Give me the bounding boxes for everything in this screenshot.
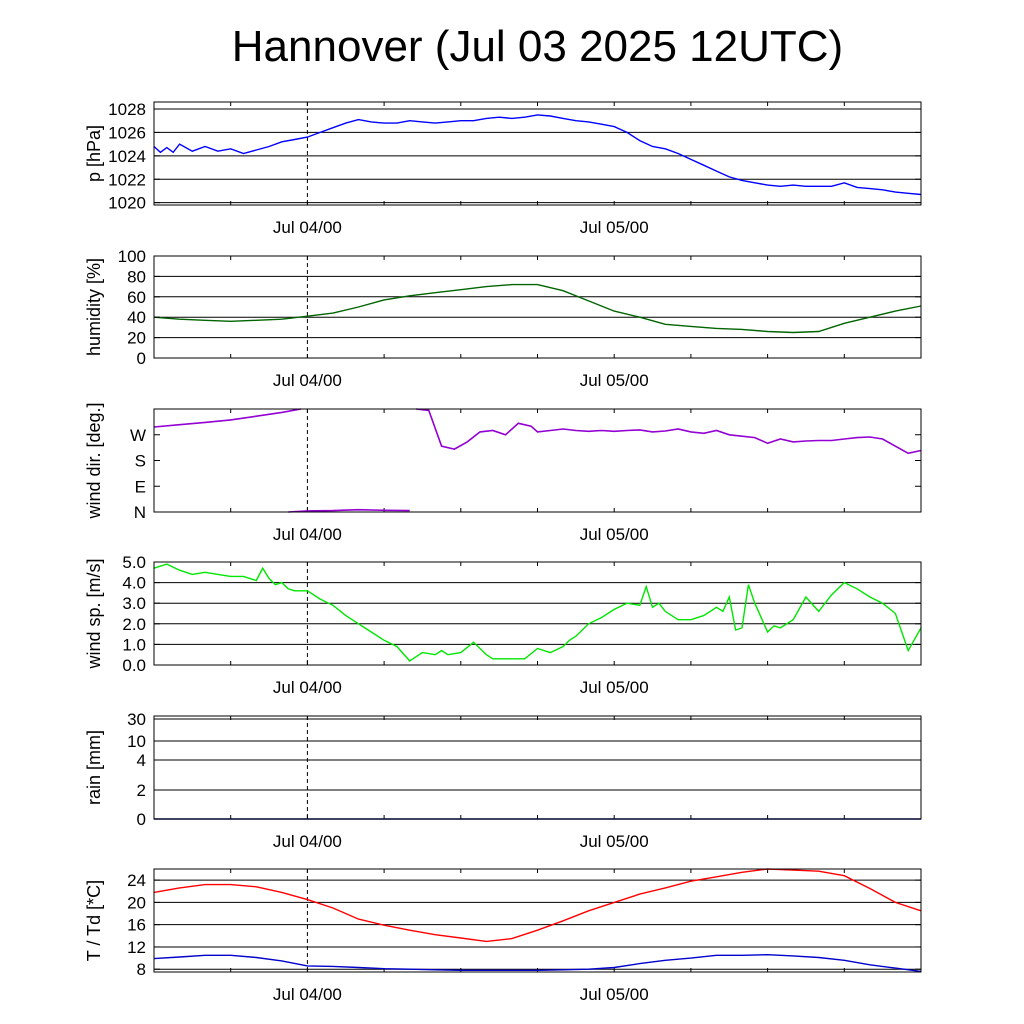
y-tick-label: N — [134, 503, 146, 522]
y-tick-label: S — [135, 452, 146, 471]
y-tick-label: 1022 — [108, 170, 146, 189]
x-tick-label: Jul 05/00 — [580, 678, 649, 697]
y-tick-label: 100 — [118, 247, 146, 266]
y-tick-label: 10 — [127, 732, 146, 751]
plot-frame — [153, 101, 922, 206]
y-tick-label: W — [130, 426, 146, 445]
y-axis-label: wind sp. [m/s] — [84, 558, 104, 669]
x-tick-label: Jul 05/00 — [580, 371, 649, 390]
y-tick-label: 1020 — [108, 194, 146, 213]
y-axis-label: rain [mm] — [84, 730, 104, 805]
x-tick-label: Jul 04/00 — [273, 525, 342, 544]
series-line — [153, 563, 922, 662]
series-line — [153, 283, 922, 334]
y-tick-label: 80 — [127, 267, 146, 286]
y-tick-label: 40 — [127, 308, 146, 327]
plot-frame — [153, 715, 922, 820]
temperature-panel: 8 12 16 20 24 T / Td [*C] Jul 04/00 Jul 05/00 — [84, 868, 922, 1004]
series-line — [153, 408, 302, 428]
y-tick-label: E — [135, 477, 146, 496]
wind-speed-panel: 0.0 1.02.0 3.04.0 5.0 wind sp. [m/s] Jul 04/0… — [84, 553, 922, 697]
series-line-td — [153, 953, 922, 973]
x-tick-label: Jul 04/00 — [273, 371, 342, 390]
y-tick-label: 1.0 — [122, 635, 146, 654]
series-line — [153, 114, 922, 196]
y-tick-label: 1026 — [108, 123, 146, 142]
y-tick-label: 0 — [137, 349, 146, 368]
y-tick-label: 30 — [127, 710, 146, 729]
series-line — [288, 508, 410, 513]
y-tick-label: 60 — [127, 288, 146, 307]
x-tick-label: Jul 05/00 — [580, 218, 649, 237]
y-tick-label: 12 — [127, 938, 146, 957]
y-tick-label: 2 — [137, 781, 146, 800]
x-tick-label: Jul 04/00 — [273, 985, 342, 1004]
chart-title: Hannover (Jul 03 2025 12UTC) — [231, 22, 844, 71]
y-tick-label: 16 — [127, 916, 146, 935]
y-tick-label: 24 — [127, 871, 146, 890]
x-tick-label: Jul 04/00 — [273, 678, 342, 697]
y-axis-label: wind dir. [deg.] — [84, 402, 104, 519]
y-tick-label: 4 — [137, 751, 146, 770]
x-tick-label: Jul 04/00 — [273, 218, 342, 237]
x-tick-label: Jul 05/00 — [580, 525, 649, 544]
series-line — [416, 408, 922, 455]
y-tick-label: 1028 — [108, 100, 146, 119]
y-tick-label: 0 — [137, 810, 146, 829]
series-line-t — [153, 868, 922, 943]
y-tick-label: 1024 — [108, 147, 146, 166]
y-tick-label: 2.0 — [122, 615, 146, 634]
y-axis-label: p [hPa] — [84, 125, 104, 182]
rain-panel: 0 2 410 30 rain [mm] Jul 04/00 Jul 05/00 — [84, 710, 922, 851]
y-tick-label: 8 — [137, 960, 146, 979]
x-tick-label: Jul 05/00 — [580, 985, 649, 1004]
plot-frame — [153, 255, 922, 359]
y-axis-label: humidity [%] — [84, 258, 104, 356]
y-tick-label: 5.0 — [122, 553, 146, 572]
y-tick-label: 20 — [127, 329, 146, 348]
y-tick-label: 20 — [127, 893, 146, 912]
plot-frame — [153, 408, 922, 513]
y-tick-label: 3.0 — [122, 594, 146, 613]
y-tick-label: 4.0 — [122, 574, 146, 593]
y-axis-label: T / Td [*C] — [84, 880, 104, 961]
y-tick-label: 0.0 — [122, 656, 146, 675]
plot-frame — [153, 868, 922, 973]
plot-frame — [153, 561, 922, 666]
x-tick-label: Jul 05/00 — [580, 832, 649, 851]
x-tick-label: Jul 04/00 — [273, 832, 342, 851]
